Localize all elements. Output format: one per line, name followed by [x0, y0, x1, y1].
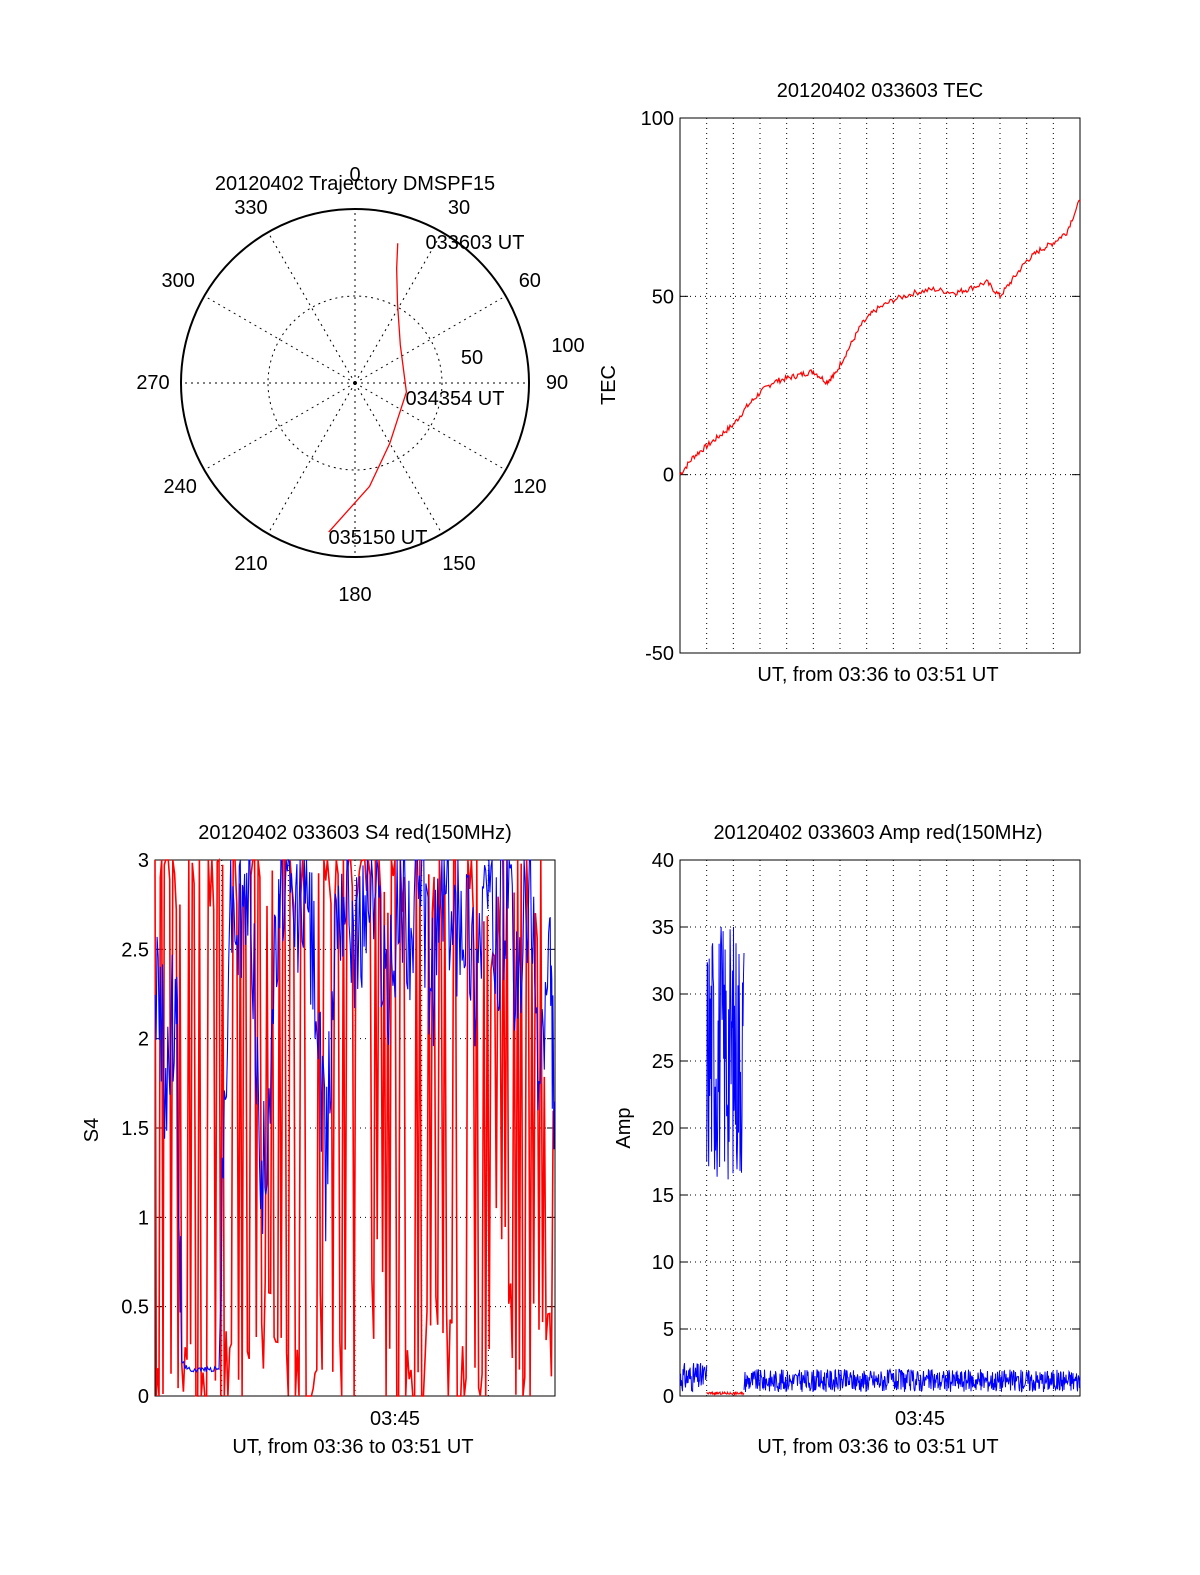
y-tick-label: 30 [652, 984, 674, 1006]
y-tick-label: 1.5 [121, 1118, 149, 1140]
polar-tick-labels: 0 30 60 90 120 150 180 210 240 270 300 330 50 100 [136, 164, 584, 606]
polar-annotation: 033603 UT [426, 232, 525, 254]
amp-blue-segment [706, 926, 745, 1180]
polar-spoke [354, 382, 443, 534]
polar-spoke [204, 295, 356, 384]
amp-title: 20120402 033603 Amp red(150MHz) [713, 822, 1042, 844]
s4-xlabel: UT, from 03:36 to 03:51 UT [232, 1436, 473, 1458]
tec-xlabel: UT, from 03:36 to 03:51 UT [757, 664, 998, 686]
polar-spoke [354, 382, 506, 471]
y-tick-label: 40 [652, 850, 674, 872]
polar-annotations: 033603 UT 034354 UT 035150 UT [329, 232, 525, 549]
polar-series [328, 243, 408, 533]
amp-ylabel: Amp [613, 1107, 635, 1148]
y-tick-label: 5 [663, 1319, 674, 1341]
polar-spoke [204, 382, 356, 471]
y-tick-label: 0.5 [121, 1297, 149, 1319]
polar-azimuth-label: 210 [234, 553, 267, 575]
polar-azimuth-label: 90 [546, 372, 568, 394]
polar-grid [180, 208, 530, 558]
y-tick-label: 100 [641, 108, 674, 130]
amp-blue-segment [679, 1363, 708, 1393]
s4-title: 20120402 033603 S4 red(150MHz) [198, 822, 512, 844]
y-tick-label: 3 [138, 850, 149, 872]
amp-grid [680, 859, 1080, 1397]
polar-spoke [267, 232, 356, 384]
y-tick-label: 50 [652, 286, 674, 308]
y-tick-label: 20 [652, 1118, 674, 1140]
amp-series [679, 926, 1081, 1397]
y-tick-label: 15 [652, 1185, 674, 1207]
amp-xlabel: UT, from 03:36 to 03:51 UT [757, 1436, 998, 1458]
s4-xtick-label: 03:45 [370, 1408, 420, 1430]
polar-spoke [354, 232, 443, 384]
y-tick-label: 0 [663, 465, 674, 487]
polar-azimuth-label: 240 [163, 476, 196, 498]
polar-azimuth-label: 300 [161, 270, 194, 292]
tec-title: 20120402 033603 TEC [777, 80, 983, 102]
y-tick-label: 35 [652, 917, 674, 939]
tec-line [679, 199, 1081, 476]
s4-blue-series [154, 858, 556, 1373]
polar-trajectory-line [328, 243, 408, 533]
y-tick-label: -50 [645, 643, 674, 665]
polar-spoke [267, 382, 356, 534]
polar-azimuth-label: 330 [234, 197, 267, 219]
y-tick-label: 2.5 [121, 939, 149, 961]
tec-panel: 20120402 033603 TEC -50 0 50 100 TEC UT, fr… [598, 80, 1081, 686]
polar-title: 20120402 Trajectory DMSPF15 [215, 173, 495, 195]
polar-elevation-label: 50 [461, 347, 483, 369]
polar-spoke [354, 295, 506, 384]
y-tick-label: 1 [138, 1207, 149, 1229]
y-tick-label: 10 [652, 1252, 674, 1274]
polar-azimuth-label: 0 [349, 164, 360, 186]
polar-azimuth-label: 60 [519, 270, 541, 292]
polar-azimuth-label: 30 [448, 197, 470, 219]
polar-outer-circle [180, 208, 530, 558]
polar-azimuth-label: 180 [338, 584, 371, 606]
tec-plot-frame [679, 117, 1081, 654]
y-tick-label: 0 [663, 1386, 674, 1408]
s4-ylabel: S4 [81, 1118, 103, 1142]
polar-trajectory-panel: 20120402 Trajectory DMSPF15 0 30 60 90 120 15… [136, 164, 584, 606]
s4-y-tick-labels: 0 0.5 1 1.5 2 2.5 3 [121, 850, 149, 1408]
amp-red-segment [706, 1390, 745, 1397]
tec-series [679, 199, 1081, 476]
polar-azimuth-label: 120 [513, 476, 546, 498]
tec-grid [680, 117, 1080, 654]
polar-inner-circle [267, 295, 443, 471]
y-tick-label: 2 [138, 1029, 149, 1051]
tec-ylabel: TEC [598, 365, 620, 405]
amp-blue-segment [743, 1367, 1081, 1393]
amp-y-tick-labels: 0 5 10 15 20 25 30 35 40 [652, 850, 674, 1408]
s4-red-series [154, 858, 554, 1397]
y-tick-label: 0 [138, 1386, 149, 1408]
amp-xtick-label: 03:45 [895, 1408, 945, 1430]
s4-series [154, 858, 556, 1397]
amp-panel: 20120402 033603 Amp red(150MHz) 0 5 10 15 20… [613, 822, 1081, 1458]
y-tick-label: 25 [652, 1051, 674, 1073]
polar-azimuth-label: 150 [442, 553, 475, 575]
polar-azimuth-label: 270 [136, 372, 169, 394]
polar-annotation: 034354 UT [406, 388, 505, 410]
polar-elevation-label: 100 [551, 335, 584, 357]
s4-panel: 20120402 033603 S4 red(150MHz) 0 0.5 1 1.5 2… [81, 822, 556, 1458]
tec-y-tick-labels: -50 0 50 100 [641, 108, 674, 665]
polar-annotation: 035150 UT [329, 527, 428, 549]
